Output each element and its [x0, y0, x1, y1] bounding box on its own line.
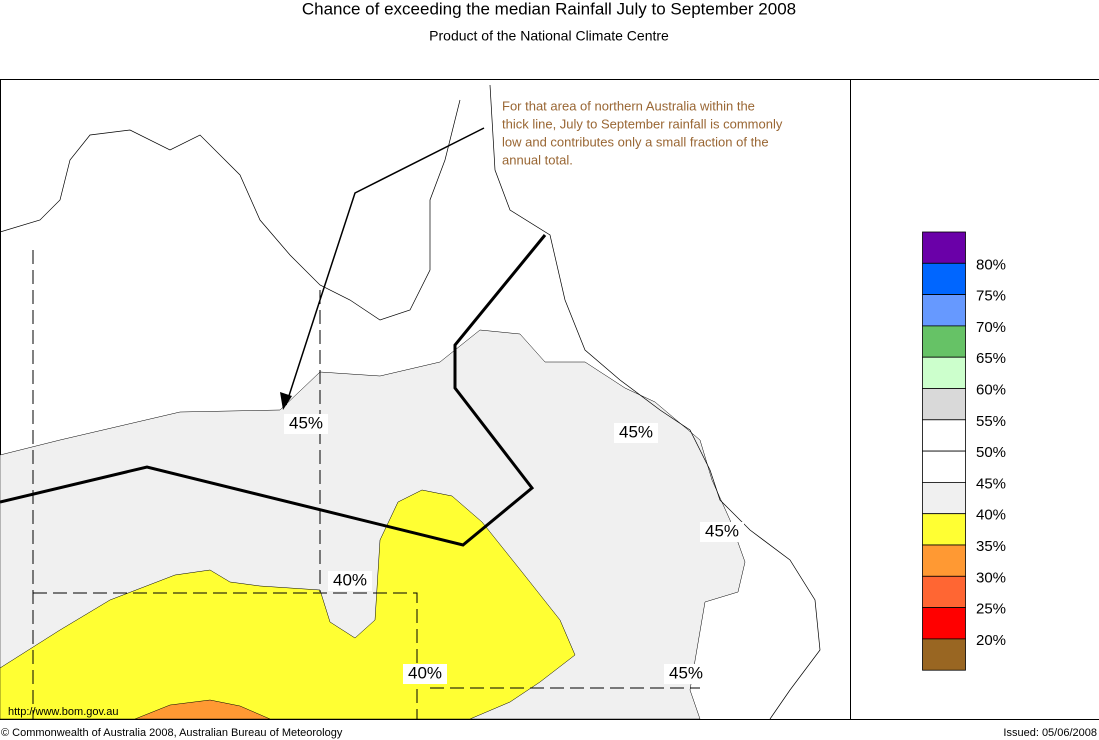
url: http://www.bom.gov.au	[8, 706, 118, 718]
note-line: low and contributes only a small fractio…	[502, 134, 769, 149]
contour-label: 45%	[669, 663, 703, 682]
region-35	[134, 699, 271, 720]
arrow-head	[280, 392, 292, 410]
legend-label: 40%	[976, 507, 1006, 524]
copyright: © Commonwealth of Australia 2008, Austra…	[1, 727, 343, 739]
legend-swatch	[922, 638, 966, 671]
legend-swatch	[922, 325, 966, 358]
legend-swatch	[922, 231, 966, 264]
coastline	[0, 84, 821, 720]
legend-swatch	[922, 450, 966, 483]
region-40	[0, 489, 576, 720]
contour-label: 40%	[408, 663, 442, 682]
legend-swatch	[922, 262, 966, 295]
contour-label-bg	[664, 664, 708, 684]
legend-label: 45%	[976, 475, 1006, 492]
contour-label: 40%	[333, 570, 367, 589]
legend-swatch	[922, 513, 966, 546]
issued: Issued: 05/06/2008	[1003, 727, 1097, 739]
legend-label: 35%	[976, 538, 1006, 555]
legend-swatch	[922, 544, 966, 577]
legend-swatch	[922, 356, 966, 389]
legend-swatch	[922, 481, 966, 515]
contour-label: 45%	[619, 422, 653, 441]
thick-line	[0, 234, 547, 547]
contour-label: 45%	[705, 521, 739, 540]
legend: 80% 75% 70% 65% 60% 55% 50% 45% 40% 35% 30% 25% 20%	[850, 79, 1099, 720]
legend-label: 60%	[976, 381, 1006, 398]
title: Chance of exceeding the median Rainfall …	[302, 0, 796, 18]
legend-label: 30%	[976, 569, 1006, 586]
legend-label: 50%	[976, 444, 1006, 461]
contour-label-bg	[284, 414, 328, 434]
legend-swatch	[922, 419, 966, 452]
legend-label: 25%	[976, 601, 1006, 618]
note: For that area of northern Australia with…	[502, 98, 783, 167]
contour-labels: 45% 45% 45% 45% 40% 40%	[284, 413, 744, 684]
arrow	[285, 127, 485, 406]
contour-label-bg	[614, 423, 658, 443]
legend-label: 75%	[976, 288, 1006, 305]
contour-label-bg	[700, 522, 744, 542]
contour-label-bg	[403, 664, 447, 684]
map	[0, 79, 851, 720]
legend-label: 80%	[976, 256, 1006, 273]
note-line: annual total.	[502, 152, 573, 167]
note-line: thick line, July to September rainfall i…	[502, 116, 783, 131]
legend-label: 70%	[976, 319, 1006, 336]
legend-label: 55%	[976, 413, 1006, 430]
legend-label: 65%	[976, 350, 1006, 367]
legend-label: 20%	[976, 632, 1006, 649]
contour-label: 45%	[289, 413, 323, 432]
legend-swatch	[922, 388, 966, 421]
legend-swatch	[922, 575, 966, 608]
subtitle: Product of the National Climate Centre	[429, 28, 669, 44]
contour-label-bg	[328, 571, 372, 591]
legend-swatch	[922, 607, 966, 640]
note-line: For that area of northern Australia with…	[502, 98, 755, 113]
legend-swatch	[922, 294, 966, 327]
